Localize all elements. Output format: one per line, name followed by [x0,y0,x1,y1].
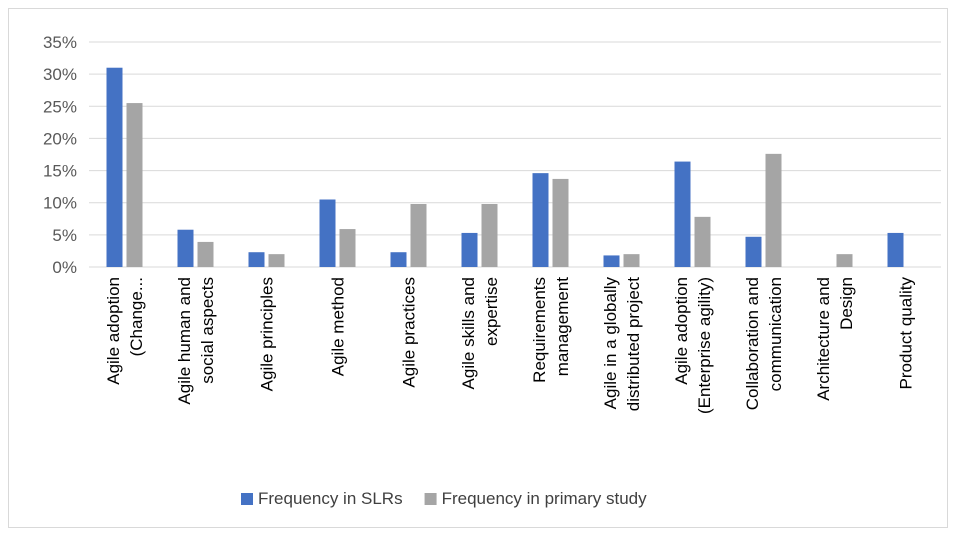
legend-swatch-primary-study [424,493,437,505]
bar-primary-study [694,216,711,267]
category-label: Agile adoption [672,277,691,385]
bar-slrs [603,255,620,267]
category-label: expertise [482,277,501,346]
category-label: Collaboration and [743,277,762,410]
y-tick-label: 25% [43,97,77,116]
bar-slrs [887,232,904,267]
category-label: Agile principles [258,277,277,391]
y-tick-label: 20% [43,129,77,148]
bar-slrs [674,161,691,267]
bar-slrs [248,252,265,267]
bar-primary-study [339,229,356,267]
legend-swatch-slrs [241,493,253,505]
category-label: (Enterprise agility) [695,277,714,414]
category-label: Agile method [329,277,348,376]
y-tick-label: 10% [43,194,77,213]
chart-frame: 0% 5% 10% 15% 20% 25% 30% 35% Agile adoption (Cha… [8,8,948,528]
legend-label-primary-study: Frequency in primary study [442,489,648,508]
bar-primary-study [623,254,640,267]
bar-slrs [461,232,478,267]
bar-primary-study [836,254,853,267]
bar-primary-study [197,241,214,267]
bar-slrs [177,229,194,267]
bar-primary-study [410,204,427,267]
category-label: (Change... [127,277,146,356]
category-label: Agile adoption [104,277,123,385]
category-label: Design [837,277,856,330]
bar-primary-study [268,254,285,267]
category-label: management [553,277,572,377]
category-label: Agile practices [400,277,419,388]
category-label: distributed project [624,277,643,411]
bar-slrs [319,199,336,267]
bar-primary-study [481,204,498,267]
bar-slrs [106,67,123,267]
category-label: Product quality [897,277,916,390]
category-label: Agile skills and [459,277,478,389]
bar-primary-study [126,103,143,267]
y-tick-label: 35% [43,33,77,52]
category-label: social aspects [198,277,217,384]
category-label: Agile in a globally [601,277,620,410]
bar-primary-study [552,178,569,267]
bar-slrs [745,236,762,267]
bar-primary-study [765,153,782,267]
y-tick-label: 15% [43,162,77,181]
y-tick-label: 0% [52,258,77,277]
legend-label-slrs: Frequency in SLRs [258,489,403,508]
y-tick-label: 5% [52,226,77,245]
bar-slrs [390,252,407,267]
bar-chart: 0%5%10%15%20%25%30%35%Agile adoption (Cha… [43,33,941,508]
bar-slrs [532,173,549,267]
y-tick-label: 30% [43,65,77,84]
category-label: Requirements [530,277,549,383]
category-label: Agile human and [175,277,194,405]
category-label: communication [766,277,785,391]
category-label: Architecture and [814,277,833,401]
